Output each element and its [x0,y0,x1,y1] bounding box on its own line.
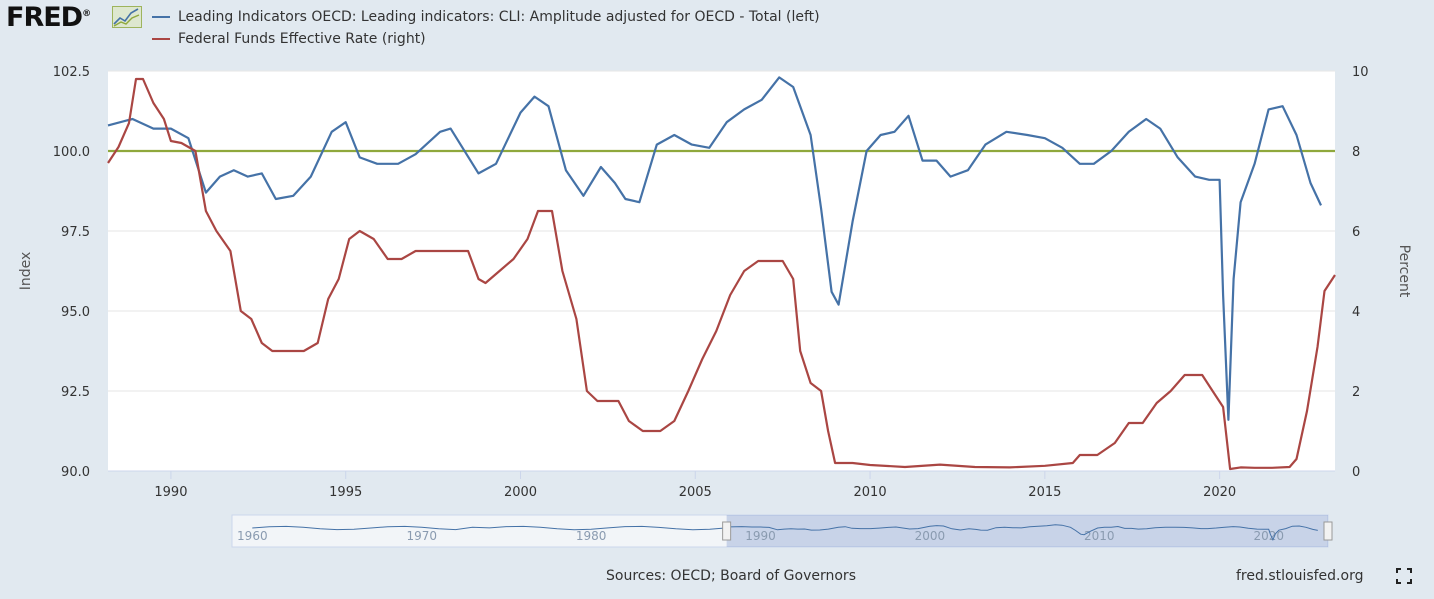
y-left-tick-label: 100.0 [53,145,90,160]
y-right-tick-label: 10 [1352,65,1369,80]
navigator-tick-label: 1990 [745,529,776,543]
legend-label-fed-funds: Federal Funds Effective Rate (right) [178,31,426,47]
y-left-tick-label: 97.5 [61,225,90,240]
navigator-tick-label: 1980 [576,529,607,543]
y-right-tick-label: 2 [1352,385,1360,400]
y-left-tick-label: 92.5 [61,385,90,400]
line-chart: 90.0 92.5 95.0 97.5 100.0 102.5 0 2 4 6 8 10 1990 199… [18,65,1412,548]
legend-item-fed-funds[interactable]: Federal Funds Effective Rate (right) [152,28,820,50]
series-line-cli [107,76,1322,421]
fullscreen-icon[interactable] [1396,568,1412,584]
legend-swatch-fed-funds [152,38,170,40]
y-left-tick-label: 90.0 [61,465,90,480]
y-right-tick-label: 0 [1352,465,1360,480]
navigator-tick-label: 2020 [1253,529,1284,543]
legend-swatch-cli [152,16,170,18]
navigator-series [252,524,1318,542]
y-right-tick-label: 8 [1352,145,1360,160]
navigator-track [231,514,1329,548]
navigator-tick-label: 1970 [406,529,437,543]
registered-mark: ® [82,9,91,19]
navigator-tick-label: 2010 [1084,529,1115,543]
x-tick-label: 2020 [1203,485,1236,500]
x-tick-label: 2015 [1028,485,1061,500]
legend-item-cli[interactable]: Leading Indicators OECD: Leading indicat… [152,6,820,28]
navigator-tick-label: 2000 [915,529,946,543]
navigator-selected-range [726,515,1328,547]
y-left-axis-title: Index [18,252,34,291]
y-left-tick-label: 102.5 [53,65,90,80]
navigator-handle-right[interactable] [1323,521,1333,541]
sources-note: Sources: OECD; Board of Governors [606,568,856,584]
y-left-tick-label: 95.0 [61,305,90,320]
plot-area [108,71,1335,471]
chart-graph-icon [112,6,142,28]
x-tick-label: 1995 [329,485,362,500]
fred-logo-text: FRED [6,2,83,33]
navigator-handle-left[interactable] [722,521,732,541]
x-tick-label: 1990 [154,485,187,500]
series-line-fed-funds [107,77,1336,471]
y-right-axis-title: Percent [1396,245,1412,298]
y-right-tick-label: 4 [1352,305,1360,320]
y-right-tick-label: 6 [1352,225,1360,240]
fred-logo[interactable]: FRED® [6,2,91,33]
navigator-tick-label: 1960 [237,529,268,543]
x-tick-label: 2010 [854,485,887,500]
x-tick-label: 2000 [504,485,537,500]
site-link[interactable]: fred.stlouisfed.org [1236,568,1364,584]
x-tick-label: 2005 [679,485,712,500]
legend-label-cli: Leading Indicators OECD: Leading indicat… [178,9,820,25]
chart-legend: Leading Indicators OECD: Leading indicat… [152,6,820,50]
